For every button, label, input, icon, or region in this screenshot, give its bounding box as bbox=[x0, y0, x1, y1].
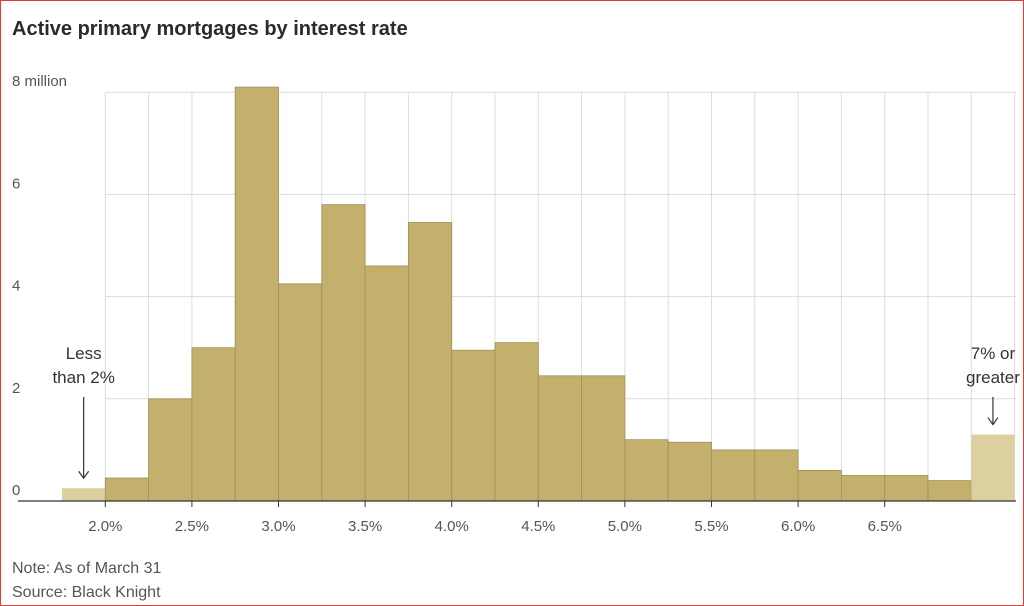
y-tick-label: 0 bbox=[12, 482, 20, 499]
histogram-bar bbox=[537, 375, 582, 502]
annotation-less-than-2: than 2% bbox=[52, 368, 114, 387]
histogram-bar bbox=[321, 204, 366, 502]
histogram-bar bbox=[711, 449, 756, 502]
histogram-bar bbox=[364, 265, 409, 502]
x-tick-label: 5.5% bbox=[694, 518, 728, 535]
histogram-bar bbox=[754, 449, 799, 502]
annotation-less-than-2: Less bbox=[66, 344, 102, 363]
histogram-bar bbox=[927, 480, 972, 502]
x-tick-label: 2.0% bbox=[88, 518, 122, 535]
histogram-bar bbox=[191, 347, 236, 502]
histogram-bar bbox=[278, 283, 323, 502]
histogram-bar bbox=[797, 469, 842, 502]
chart-title: Active primary mortgages by interest rat… bbox=[12, 18, 408, 40]
x-tick-label: 5.0% bbox=[608, 518, 642, 535]
y-tick-label: 6 bbox=[12, 175, 20, 192]
histogram-bar bbox=[581, 375, 626, 502]
histogram-bar bbox=[884, 475, 929, 502]
annotation-7-or-greater: greater bbox=[966, 368, 1020, 387]
x-tick-label: 3.0% bbox=[261, 518, 295, 535]
y-tick-label: 4 bbox=[12, 278, 20, 295]
annotation-7-or-greater: 7% or bbox=[971, 344, 1016, 363]
x-tick-label: 6.0% bbox=[781, 518, 815, 535]
histogram-bar bbox=[451, 349, 496, 502]
x-tick-label: 4.5% bbox=[521, 518, 555, 535]
x-tick-label: 6.5% bbox=[868, 518, 902, 535]
histogram-bar bbox=[104, 477, 150, 502]
x-tick-label: 2.5% bbox=[175, 518, 209, 535]
chart-note: Note: As of March 31 bbox=[12, 560, 162, 577]
x-tick-label: 3.5% bbox=[348, 518, 382, 535]
annotation-arrow-head bbox=[78, 470, 90, 480]
y-tick-label: 2 bbox=[12, 380, 20, 397]
histogram-bar bbox=[494, 342, 539, 502]
x-tick-label: 4.0% bbox=[435, 518, 469, 535]
annotation-arrow-head bbox=[987, 417, 999, 426]
histogram-bar bbox=[148, 398, 193, 502]
chart-source: Source: Black Knight bbox=[12, 584, 161, 601]
histogram-bar bbox=[62, 488, 106, 501]
histogram-bar bbox=[624, 439, 669, 502]
histogram-bar bbox=[971, 434, 1015, 501]
histogram-bar bbox=[407, 222, 453, 502]
histogram-bar bbox=[667, 441, 712, 502]
y-tick-label: 8 million bbox=[12, 73, 67, 90]
histogram-bar bbox=[234, 86, 279, 502]
histogram-bar bbox=[841, 475, 886, 502]
